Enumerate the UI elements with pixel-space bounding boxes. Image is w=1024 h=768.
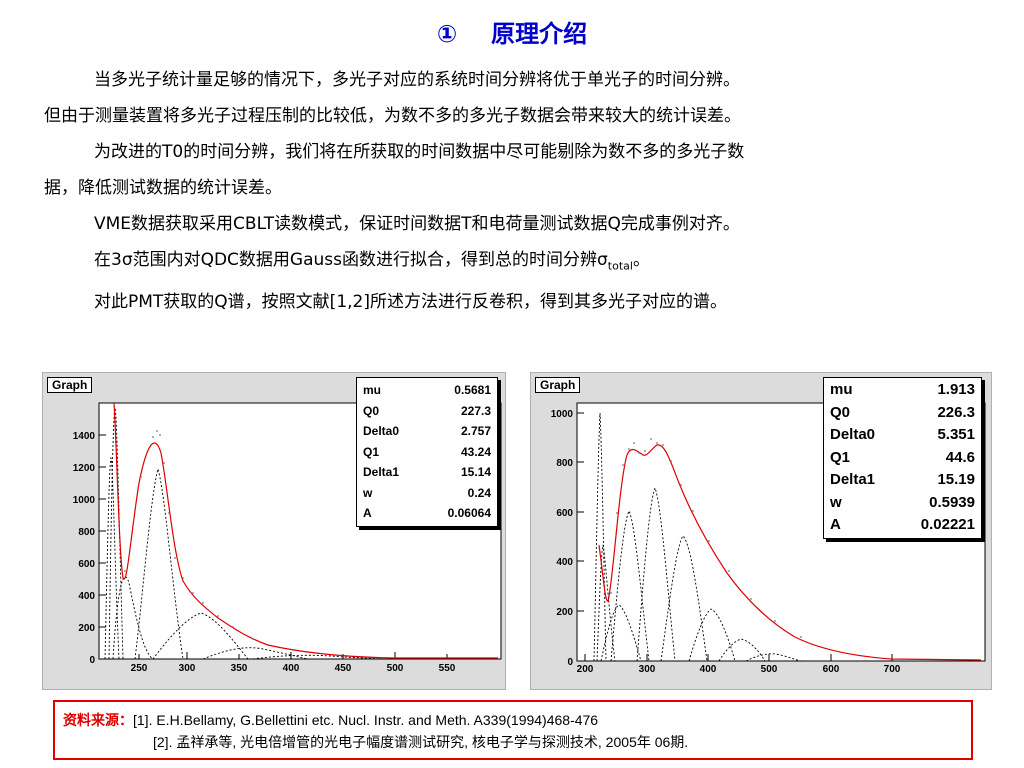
slide-title: ① 原理介绍 (0, 14, 1024, 49)
ytick-label: 1200 (73, 463, 96, 474)
paragraph-2a: 为改进的T0的时间分辨，我们将在所获取的时间数据中尽可能剔除为数不多的多光子数 (94, 142, 745, 162)
plot-left-graph-label: Graph (47, 377, 93, 393)
ytick-label: 0 (567, 657, 573, 668)
ytick-label: 1400 (73, 431, 96, 442)
plot-left-stats-box: mu 0.5681 Q0 227.3 Delta0 2.757 Q1 43.24 Del… (356, 377, 498, 527)
plot-right-data-points (610, 438, 802, 638)
paragraph-5: 对此PMT获取的Q谱，按照文献[1,2]所述方法进行反卷积，得到其多光子对应的谱… (94, 292, 727, 313)
xtick-label: 700 (884, 664, 901, 675)
ytick-label: 1000 (551, 409, 574, 420)
ytick-label: 400 (556, 557, 573, 568)
plot-right-graph-label: Graph (535, 377, 581, 393)
ytick-label: 1000 (73, 495, 96, 506)
stat-row: Delta1 15.19 (830, 471, 975, 488)
plot-right-fit-curve (598, 444, 982, 661)
xtick-label: 400 (283, 663, 300, 674)
ytick-label: 200 (78, 623, 95, 634)
plot-right-components (593, 412, 802, 662)
ytick-label: 400 (78, 591, 95, 602)
references-box: 资料来源：[1]. E.H.Bellamy, G.Bellettini etc.… (53, 700, 973, 760)
fit-plot-right: 200 300 400 500 600 700 0 200 400 600 80… (530, 372, 992, 690)
plot-left-axes (99, 434, 448, 659)
ytick-label: 600 (556, 508, 573, 519)
plot-right-xticks: 200 300 400 500 600 700 (577, 664, 901, 675)
stat-row: Q1 43.24 (363, 444, 491, 459)
plot-left-xticks: 250 300 350 400 450 500 550 (131, 663, 456, 674)
plot-left-yticks: 0 200 400 600 800 1000 1200 1400 (73, 431, 96, 666)
xtick-label: 450 (335, 663, 352, 674)
stat-row: Q0 227.3 (363, 403, 491, 418)
ytick-label: 0 (89, 655, 95, 666)
xtick-label: 500 (387, 663, 404, 674)
paragraph-4-end: 。 (632, 250, 650, 270)
title-number: ① (436, 20, 458, 48)
title-text: 原理介绍 (491, 20, 588, 48)
stat-row: A 0.06064 (363, 506, 491, 520)
stat-row: Q1 44.6 (830, 448, 975, 466)
stat-row: mu 1.913 (830, 381, 975, 398)
ytick-label: 200 (556, 607, 573, 618)
stat-row: mu 0.5681 (363, 383, 491, 397)
ytick-label: 800 (78, 527, 95, 538)
paragraph-1b: 但由于测量装置将多光子过程压制的比较低，为数不多的多光子数据会带来较大的统计误差… (44, 106, 741, 126)
plot-right-yticks: 0 200 400 600 800 1000 (551, 409, 574, 668)
reference-1: [1]. E.H.Bellamy, G.Bellettini etc. Nucl… (133, 712, 599, 728)
plot-right-axes (577, 412, 893, 661)
xtick-label: 200 (577, 664, 594, 675)
fit-plot-left: 250 300 350 400 450 500 550 0 200 400 60… (42, 372, 506, 690)
stat-row: Q0 226.3 (830, 403, 975, 421)
paragraph-4-text: 在3σ范围内对QDC数据用Gauss函数进行拟合，得到总的时间分辨σ (94, 250, 608, 270)
reference-2: [2]. 孟祥承等, 光电倍增管的光电子幅度谱测试研究, 核电子学与探测技术, … (153, 734, 689, 750)
plot-left-fit-curve (113, 402, 498, 659)
paragraph-2b: 据，降低测试数据的统计误差。 (44, 178, 282, 198)
ytick-label: 600 (78, 559, 95, 570)
source-label: 资料来源： (63, 712, 133, 728)
ytick-label: 800 (556, 458, 573, 469)
paragraph-3: VME数据获取采用CBLT读数模式，保证时间数据T和电荷量测试数据Q完成事例对齐… (94, 214, 740, 234)
xtick-label: 500 (761, 664, 778, 675)
paragraph-4: 在3σ范围内对QDC数据用Gauss函数进行拟合，得到总的时间分辨σtotal。 (44, 242, 984, 284)
xtick-label: 400 (700, 664, 717, 675)
xtick-label: 250 (131, 663, 148, 674)
stat-row: Delta1 15.14 (363, 465, 491, 479)
plot-left-data-points (124, 430, 254, 640)
stat-row: Delta0 2.757 (363, 424, 491, 438)
stat-row: Delta0 5.351 (830, 426, 975, 443)
body-text: 当多光子统计量足够的情况下，多光子对应的系统时间分辨将优于单光子的时间分辨。 但… (44, 62, 984, 320)
xtick-label: 350 (231, 663, 248, 674)
stat-row: A 0.02221 (830, 516, 975, 533)
xtick-label: 600 (823, 664, 840, 675)
sigma-subscript: total (607, 259, 633, 273)
plot-right-stats-box: mu 1.913 Q0 226.3 Delta0 5.351 Q1 44.6 Delta… (823, 377, 982, 539)
xtick-label: 550 (439, 663, 456, 674)
paragraph-1a: 当多光子统计量足够的情况下，多光子对应的系统时间分辨将优于单光子的时间分辨。 (94, 70, 740, 90)
xtick-label: 300 (179, 663, 196, 674)
stat-row: w 0.24 (363, 485, 491, 500)
reference-line-1: 资料来源：[1]. E.H.Bellamy, G.Bellettini etc.… (63, 710, 598, 730)
xtick-label: 300 (639, 664, 656, 675)
stat-row: w 0.5939 (830, 493, 975, 511)
